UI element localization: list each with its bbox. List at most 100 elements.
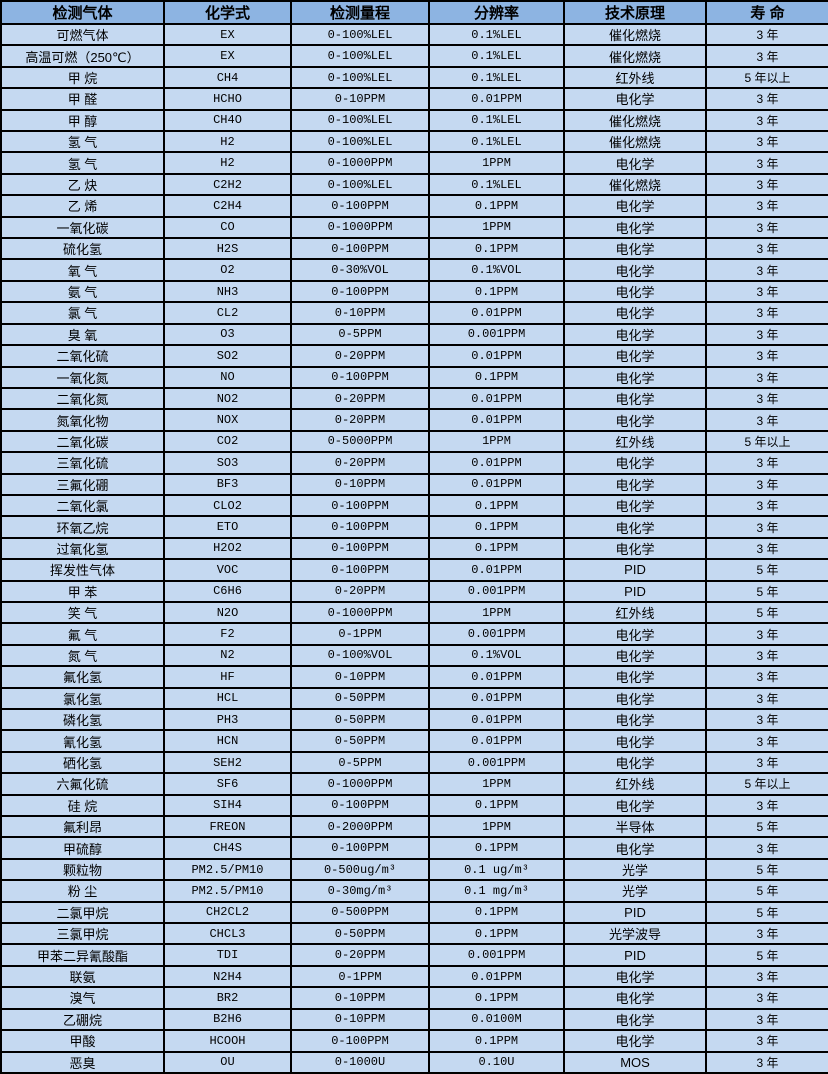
- table-cell-resolution: 0.1%LEL: [428, 172, 565, 197]
- table-row: 氨 气 NH3 0-100PPM 0.1PPM 电化学 3 年: [0, 279, 828, 304]
- column-header-resolution: 分辨率: [428, 0, 565, 25]
- table-cell-resolution: 0.1PPM: [428, 986, 565, 1010]
- table-cell-gas: 氢 气: [0, 130, 165, 154]
- table-cell-resolution: 0.01PPM: [428, 386, 565, 411]
- table-cell-principle: 电化学: [563, 279, 707, 304]
- table-cell-range: 0-100%LEL: [290, 22, 430, 47]
- table-row: 一氧化氮 NO 0-100PPM 0.1PPM 电化学 3 年: [0, 365, 828, 389]
- table-cell-range: 0-500PPM: [290, 900, 430, 925]
- table-cell-principle: 电化学: [563, 301, 707, 325]
- table-cell-lifespan: 3 年: [705, 729, 828, 753]
- table-cell-range: 0-50PPM: [290, 729, 430, 753]
- table-cell-gas: 联氨: [0, 964, 165, 989]
- table-cell-gas: 环氧乙烷: [0, 515, 165, 539]
- table-cell-principle: PID: [563, 900, 707, 925]
- table-cell-formula: TDI: [163, 943, 292, 967]
- table-cell-range: 0-100PPM: [290, 279, 430, 304]
- table-cell-range: 0-10PPM: [290, 301, 430, 325]
- table-row: 甲苯二异氰酸酯 TDI 0-20PPM 0.001PPM PID 5 年: [0, 943, 828, 967]
- table-cell-principle: 电化学: [563, 386, 707, 411]
- table-cell-gas: 三氯甲烷: [0, 922, 165, 946]
- table-cell-resolution: 0.01PPM: [428, 665, 565, 689]
- table-row: 氮氧化物 NOX 0-20PPM 0.01PPM 电化学 3 年: [0, 408, 828, 432]
- column-header-range: 检测量程: [290, 0, 430, 25]
- table-cell-range: 0-100PPM: [290, 836, 430, 860]
- table-cell-resolution: 1PPM: [428, 429, 565, 454]
- table-cell-gas: 六氟化硫: [0, 772, 165, 796]
- table-cell-principle: 电化学: [563, 665, 707, 689]
- table-header: 检测气体 化学式 检测量程 分辨率 技术原理 寿 命: [0, 0, 828, 25]
- table-cell-principle: 电化学: [563, 151, 707, 175]
- table-cell-range: 0-5PPM: [290, 322, 430, 347]
- table-cell-resolution: 0.1PPM: [428, 836, 565, 860]
- table-cell-resolution: 0.1%LEL: [428, 130, 565, 154]
- table-cell-resolution: 0.1PPM: [428, 365, 565, 389]
- table-cell-principle: 电化学: [563, 472, 707, 496]
- table-cell-gas: 氯 气: [0, 301, 165, 325]
- table-cell-gas: 甲 醇: [0, 108, 165, 133]
- table-cell-formula: HCL: [163, 686, 292, 711]
- table-cell-resolution: 1PPM: [428, 600, 565, 625]
- table-cell-formula: PM2.5/PM10: [163, 879, 292, 903]
- table-cell-lifespan: 5 年: [705, 857, 828, 882]
- table-cell-formula: C2H2: [163, 172, 292, 197]
- table-cell-resolution: 0.001PPM: [428, 579, 565, 603]
- table-cell-formula: F2: [163, 622, 292, 646]
- column-header-gas: 检测气体: [0, 0, 165, 25]
- table-cell-formula: NH3: [163, 279, 292, 304]
- table-cell-principle: 电化学: [563, 322, 707, 347]
- table-row: 恶臭 OU 0-1000U 0.10U MOS 3 年: [0, 1050, 828, 1074]
- table-cell-gas: 高温可燃（250℃）: [0, 44, 165, 68]
- table-cell-formula: ETO: [163, 515, 292, 539]
- table-row: 二氧化氮 NO2 0-20PPM 0.01PPM 电化学 3 年: [0, 386, 828, 411]
- table-cell-lifespan: 3 年: [705, 665, 828, 689]
- table-cell-principle: 半导体: [563, 815, 707, 839]
- table-cell-lifespan: 3 年: [705, 750, 828, 775]
- table-cell-range: 0-1000PPM: [290, 151, 430, 175]
- table-cell-range: 0-100PPM: [290, 515, 430, 539]
- table-cell-resolution: 0.1%LEL: [428, 108, 565, 133]
- table-cell-principle: 电化学: [563, 87, 707, 111]
- table-cell-gas: 氨 气: [0, 279, 165, 304]
- table-cell-lifespan: 5 年: [705, 879, 828, 903]
- table-cell-lifespan: 5 年以上: [705, 429, 828, 454]
- table-cell-range: 0-100%LEL: [290, 65, 430, 90]
- table-cell-resolution: 0.1PPM: [428, 493, 565, 518]
- table-row: 硫化氢 H2S 0-100PPM 0.1PPM 电化学 3 年: [0, 237, 828, 261]
- table-cell-principle: 电化学: [563, 1029, 707, 1053]
- table-cell-gas: 甲酸: [0, 1029, 165, 1053]
- table-cell-lifespan: 3 年: [705, 258, 828, 282]
- table-cell-gas: 乙 烯: [0, 194, 165, 218]
- table-cell-gas: 氯化氢: [0, 686, 165, 711]
- table-cell-range: 0-100%LEL: [290, 108, 430, 133]
- table-cell-formula: C2H4: [163, 194, 292, 218]
- table-cell-principle: 催化燃烧: [563, 44, 707, 68]
- table-cell-lifespan: 5 年: [705, 600, 828, 625]
- table-cell-lifespan: 5 年以上: [705, 65, 828, 90]
- table-cell-lifespan: 3 年: [705, 322, 828, 347]
- table-cell-resolution: 0.10U: [428, 1050, 565, 1074]
- table-cell-gas: 二氯甲烷: [0, 900, 165, 925]
- table-cell-gas: 氧 气: [0, 258, 165, 282]
- table-cell-range: 0-100PPM: [290, 237, 430, 261]
- table-cell-range: 0-100PPM: [290, 194, 430, 218]
- table-cell-principle: 红外线: [563, 429, 707, 454]
- table-row: 硅 烷 SIH4 0-100PPM 0.1PPM 电化学 3 年: [0, 793, 828, 818]
- table-cell-lifespan: 3 年: [705, 536, 828, 561]
- table-cell-principle: 电化学: [563, 408, 707, 432]
- table-row: 溴气 BR2 0-10PPM 0.1PPM 电化学 3 年: [0, 986, 828, 1010]
- table-cell-range: 0-100PPM: [290, 1029, 430, 1053]
- table-cell-principle: 电化学: [563, 707, 707, 732]
- table-cell-range: 0-20PPM: [290, 943, 430, 967]
- table-cell-resolution: 0.1PPM: [428, 922, 565, 946]
- table-cell-formula: PH3: [163, 707, 292, 732]
- column-header-formula: 化学式: [163, 0, 292, 25]
- table-row: 六氟化硫 SF6 0-1000PPM 1PPM 红外线 5 年以上: [0, 772, 828, 796]
- table-cell-principle: MOS: [563, 1050, 707, 1074]
- table-row: 颗粒物 PM2.5/PM10 0-500ug/m³ 0.1 ug/m³ 光学 5 年: [0, 857, 828, 882]
- table-cell-lifespan: 3 年: [705, 215, 828, 240]
- table-row: 可燃气体 EX 0-100%LEL 0.1%LEL 催化燃烧 3 年: [0, 22, 828, 47]
- table-cell-lifespan: 3 年: [705, 472, 828, 496]
- table-cell-principle: 电化学: [563, 237, 707, 261]
- table-cell-principle: 电化学: [563, 515, 707, 539]
